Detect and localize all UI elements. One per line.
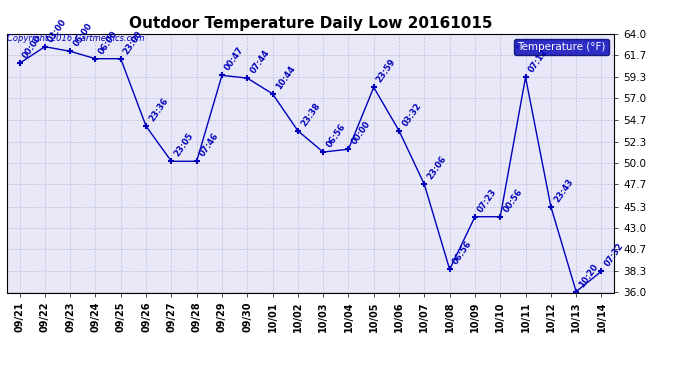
Text: 07:44: 07:44 — [248, 48, 271, 75]
Text: 07:23: 07:23 — [476, 187, 499, 214]
Text: 06:56: 06:56 — [451, 240, 474, 267]
Text: 23:00: 23:00 — [122, 29, 145, 56]
Text: 06:00: 06:00 — [97, 29, 119, 56]
Text: 07:46: 07:46 — [198, 132, 221, 159]
Text: 23:05: 23:05 — [172, 132, 195, 159]
Text: 03:00: 03:00 — [46, 17, 69, 44]
Text: 23:43: 23:43 — [552, 177, 575, 204]
Text: 05:00: 05:00 — [72, 22, 94, 48]
Text: 23:38: 23:38 — [299, 101, 322, 128]
Text: 23:06: 23:06 — [426, 154, 449, 182]
Title: Outdoor Temperature Daily Low 20161015: Outdoor Temperature Daily Low 20161015 — [129, 16, 492, 31]
Text: 00:56: 00:56 — [502, 187, 524, 214]
Text: 00:00: 00:00 — [21, 34, 43, 60]
Text: 00:47: 00:47 — [224, 46, 246, 72]
Text: 10:44: 10:44 — [274, 64, 297, 91]
Text: 23:59: 23:59 — [375, 58, 397, 85]
Text: Copyright 2016 Cartmetrics.com: Copyright 2016 Cartmetrics.com — [7, 34, 144, 43]
Text: 10:20: 10:20 — [578, 262, 600, 289]
Text: 06:56: 06:56 — [324, 122, 347, 149]
Text: 00:00: 00:00 — [350, 120, 373, 147]
Legend: Temperature (°F): Temperature (°F) — [514, 39, 609, 55]
Text: 23:36: 23:36 — [148, 96, 170, 123]
Text: 07:12: 07:12 — [527, 47, 549, 74]
Text: 03:32: 03:32 — [400, 101, 423, 128]
Text: 07:32: 07:32 — [603, 242, 625, 268]
